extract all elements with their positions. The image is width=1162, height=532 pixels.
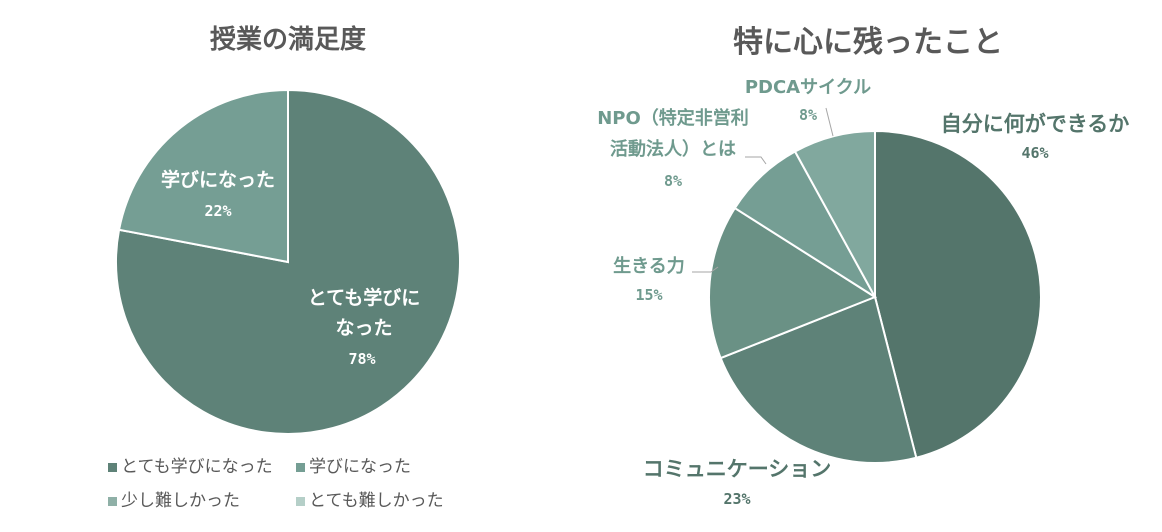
- pie-satisfaction: とても学びになった 78% 学びになった 22%: [115, 88, 462, 435]
- slice-label: 生きる力: [613, 255, 685, 277]
- slice-percent: 23%: [723, 490, 750, 508]
- legend-item-label: 学びになった: [309, 457, 411, 477]
- legend-swatch: [296, 497, 305, 506]
- slice-percent: 8%: [664, 172, 682, 190]
- pie-slice: [793, 129, 876, 298]
- pie-slice: [719, 295, 918, 464]
- slice-label: コミュニケーション: [643, 457, 832, 481]
- leader-line: [692, 266, 719, 273]
- slice-percent: 46%: [1021, 144, 1048, 162]
- slice-percent: 78%: [348, 350, 375, 368]
- pie-slice: [117, 88, 289, 264]
- legend-item-label: とても難しかった: [309, 491, 444, 511]
- legend-item-label: 少し難しかった: [121, 491, 240, 511]
- leader-line: [825, 107, 834, 137]
- slice-label: とても学びになった: [308, 286, 420, 339]
- pie-slice: [874, 129, 1042, 459]
- chart-title-satisfaction: 授業の満足度: [210, 24, 366, 55]
- slice-percent: 22%: [204, 202, 231, 220]
- legend-item-label: とても学びになった: [121, 457, 273, 477]
- slice-label: NPO（特定非営利活動法人）とは: [597, 107, 749, 160]
- slice-label: PDCAサイクル: [745, 77, 871, 98]
- slice-percent: 15%: [635, 286, 662, 304]
- legend-swatch: [108, 463, 117, 472]
- slice-label: 自分に何ができるか: [941, 112, 1130, 136]
- slice-percent: 8%: [799, 106, 817, 124]
- chart-title-memorable: 特に心に残ったこと: [733, 25, 1003, 60]
- pie-slice: [708, 206, 878, 360]
- pie-memorable: 自分に何ができるか 46% コミュニケーション 23% 生きる力 15% NPO（特定非営利…: [597, 77, 1129, 508]
- legend-swatch: [108, 497, 117, 506]
- slice-label: 学びになった: [161, 168, 275, 191]
- legend-swatch: [296, 463, 305, 472]
- leader-line: [745, 156, 767, 165]
